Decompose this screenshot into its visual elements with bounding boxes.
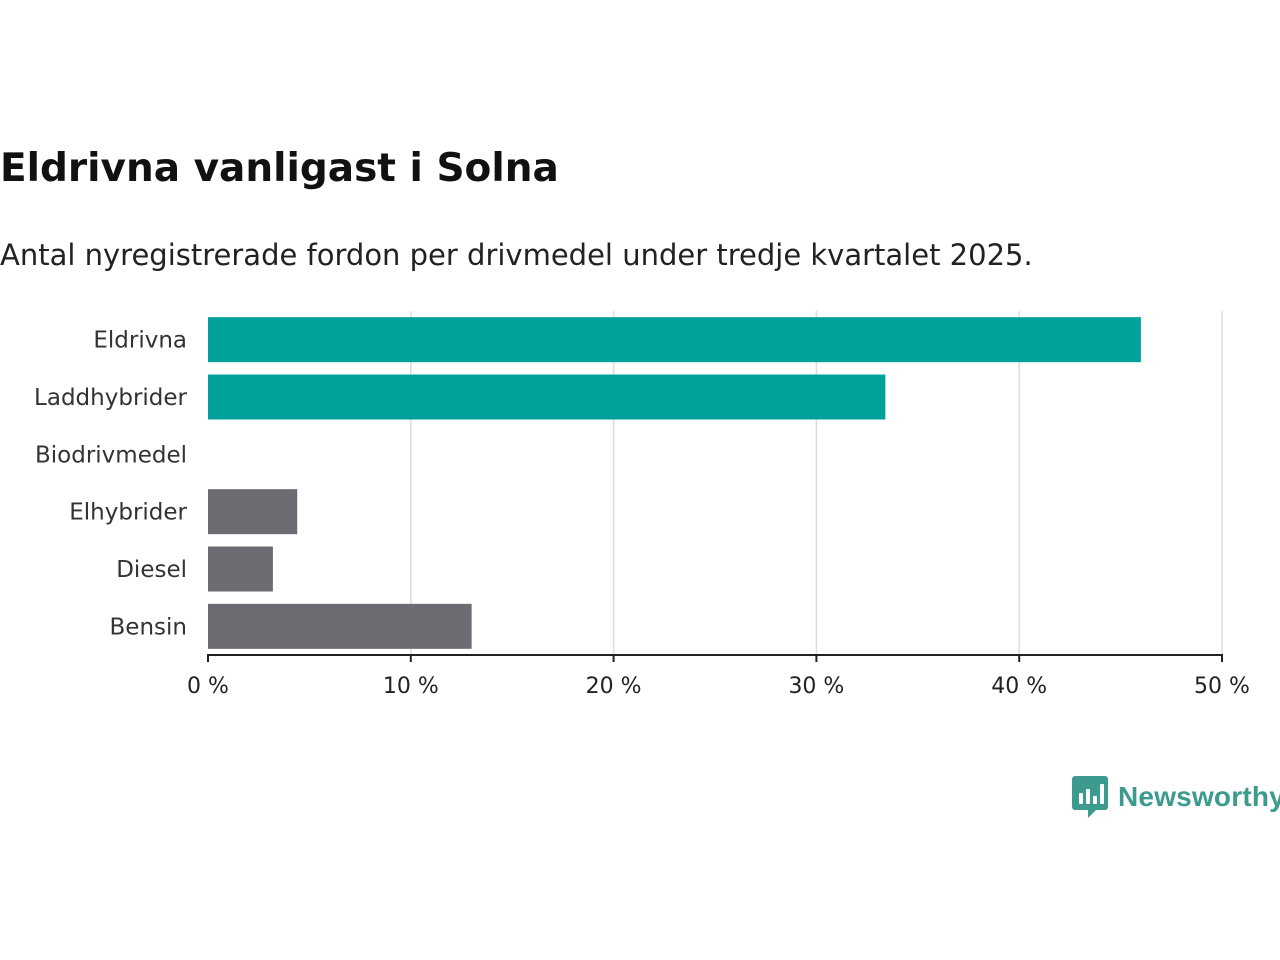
category-label: Elhybrider — [69, 500, 187, 526]
category-label: Biodrivmedel — [35, 442, 187, 468]
x-tick-label: 10 % — [383, 674, 439, 699]
bar-eldrivna — [208, 317, 1141, 363]
x-axis: 0 % 10 % 20 % 30 % 40 % 50 % — [187, 654, 1250, 699]
brand-name: Newsworthy — [1118, 781, 1280, 812]
x-tick-label: 50 % — [1194, 674, 1250, 699]
x-tick-label: 0 % — [187, 674, 229, 699]
bar-chart: Eldrivna Laddhybrider Biodrivmedel Elhybrid… — [34, 311, 1250, 699]
x-tick-label: 20 % — [586, 674, 642, 699]
category-label: Laddhybrider — [34, 385, 187, 411]
bar-diesel — [208, 546, 273, 592]
category-label: Eldrivna — [93, 328, 187, 354]
brand-logo: Newsworthy — [1072, 776, 1280, 818]
bar-laddhybrider — [208, 374, 886, 420]
bar-elhybrider — [208, 489, 298, 535]
bar-bensin — [208, 603, 472, 649]
category-labels: Eldrivna Laddhybrider Biodrivmedel Elhybrid… — [34, 328, 187, 641]
chart-title: Eldrivna vanligast i Solna — [0, 146, 559, 191]
x-tick-label: 30 % — [788, 674, 844, 699]
chart-subtitle: Antal nyregistrerade fordon per drivmede… — [0, 238, 1033, 272]
x-tick-label: 40 % — [991, 674, 1047, 699]
category-label: Bensin — [110, 614, 187, 640]
bars — [208, 317, 1141, 649]
newsworthy-logo-icon — [1072, 776, 1108, 818]
category-label: Diesel — [116, 557, 187, 583]
gridlines — [410, 311, 1223, 655]
